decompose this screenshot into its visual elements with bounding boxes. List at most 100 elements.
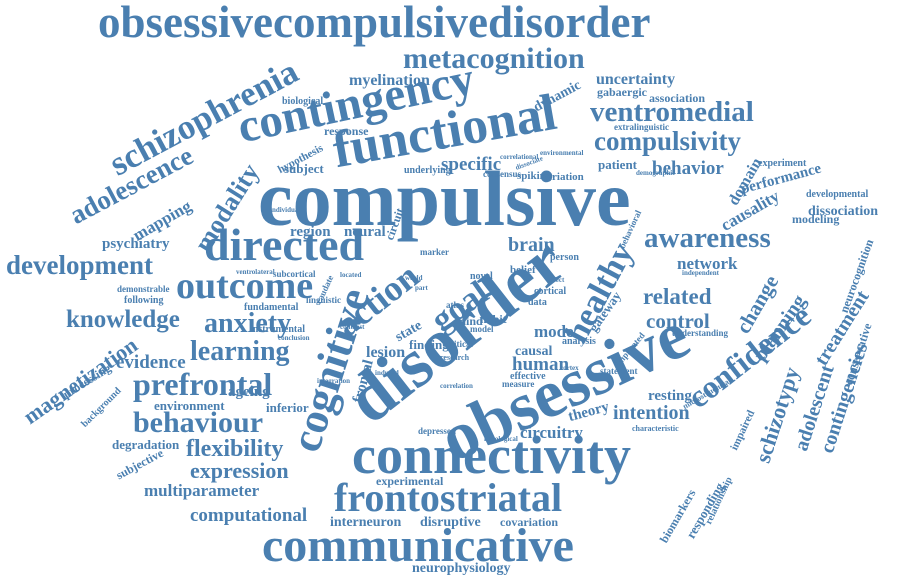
- word-induced: induced: [375, 369, 399, 377]
- word-network: network: [677, 254, 738, 273]
- word-histological: histological: [484, 435, 518, 443]
- word-marker: marker: [420, 247, 449, 257]
- word-linguistic: linguistic: [306, 295, 342, 305]
- word-disruptive: disruptive: [420, 515, 481, 530]
- word-awareness: awareness: [644, 222, 771, 254]
- word-subcortical: subcortical: [273, 269, 316, 279]
- word-ventromedial: ventromedial: [590, 96, 754, 128]
- word-human: human: [512, 354, 570, 375]
- word-lesion: lesion: [366, 344, 406, 361]
- word-part: part: [415, 284, 428, 292]
- word-belief: belief: [510, 264, 536, 276]
- word-prefrontal: prefrontal: [133, 366, 273, 402]
- word-measure: measure: [502, 379, 535, 389]
- word-experiment: experiment: [758, 158, 807, 169]
- word-demographic: demographic: [636, 169, 676, 177]
- word-directed: directed: [204, 219, 365, 270]
- word-myelination: myelination: [349, 72, 430, 89]
- word-outcome: outcome: [176, 265, 314, 307]
- word-obsessivecompulsivedisorder: obsessivecompulsivedisorder: [98, 0, 651, 47]
- word-effect: effect: [548, 276, 565, 284]
- word-inferior: inferior: [266, 400, 309, 415]
- word-novel: novel: [470, 271, 493, 282]
- word-statement: statement: [600, 366, 638, 376]
- word-effective: effective: [510, 371, 546, 382]
- word-person: person: [550, 252, 579, 263]
- word-model: model: [470, 324, 494, 334]
- word-analysis: analysis: [562, 336, 596, 347]
- word-extralinguistic: extralinguistic: [614, 122, 669, 132]
- word-metacognition: metacognition: [403, 42, 585, 75]
- word-subject: subject: [284, 161, 324, 176]
- word-critical: critical: [446, 339, 473, 349]
- word-connectivity: connectivity: [352, 425, 631, 485]
- word-ageing: ageing: [228, 384, 270, 400]
- word-flexibility: flexibility: [186, 436, 284, 462]
- word-specific: specific: [441, 154, 502, 175]
- word-depressed: depressed: [418, 426, 456, 436]
- word-background: background: [79, 385, 124, 430]
- word-biological: biological: [282, 96, 324, 107]
- word-anxiety: anxiety: [204, 308, 292, 339]
- word-located: located: [340, 271, 362, 279]
- word-compulsivity: compulsivity: [594, 126, 742, 156]
- word-atlas: atlas: [446, 300, 464, 310]
- word-following: following: [124, 295, 164, 306]
- word-brain: brain: [508, 234, 555, 256]
- word-habit: habit: [480, 312, 507, 326]
- word-fundamental: fundamental: [244, 302, 299, 313]
- word-control: control: [646, 309, 710, 333]
- word-environmental: environmental: [540, 149, 584, 157]
- word-instrumental: instrumental: [250, 324, 305, 335]
- word-underlying: underlying: [404, 165, 451, 176]
- word-neurophysiology: neurophysiology: [412, 561, 511, 576]
- word-experimental: experimental: [376, 474, 444, 488]
- word-region: region: [290, 224, 331, 240]
- word-consensus: consensus: [483, 169, 522, 179]
- word-development: development: [6, 250, 153, 280]
- word-variation: variation: [541, 171, 584, 183]
- word-dissociation: dissociation: [808, 204, 879, 219]
- word-evidence: evidence: [116, 352, 186, 373]
- word-psychiatry: psychiatry: [102, 236, 170, 252]
- word-environment: environment: [154, 398, 225, 413]
- word-schizotypy: schizotypy: [749, 363, 805, 466]
- word-spiking: spiking: [517, 170, 552, 182]
- word-understanding: understanding: [672, 328, 729, 338]
- word-patient: patient: [598, 157, 637, 172]
- word-ventrolateral: ventrolateral: [236, 268, 275, 276]
- word-data: data: [528, 297, 547, 308]
- word-behaviour: behaviour: [133, 406, 264, 439]
- word-computational: computational: [190, 505, 308, 526]
- word-mind: mind: [456, 314, 483, 328]
- word-dynamic: dynamic: [531, 77, 584, 116]
- word-expression: expression: [190, 458, 289, 483]
- word-interneuron: interneuron: [330, 515, 402, 530]
- word-communicative: communicative: [262, 519, 574, 572]
- word-demonstrable: demonstrable: [117, 284, 170, 294]
- word-causal: causal: [515, 344, 553, 359]
- word-cortex: cortex: [560, 364, 579, 372]
- word-developmental: developmental: [806, 189, 869, 200]
- word-neural: neural: [344, 224, 386, 240]
- word-world: world: [405, 274, 423, 282]
- word-mode: mode: [534, 322, 574, 341]
- word-response: response: [324, 124, 369, 138]
- word-related: related: [643, 284, 712, 309]
- word-integration: integration: [317, 377, 351, 385]
- word-knowledge: knowledge: [66, 306, 180, 333]
- word-learning: learning: [190, 336, 290, 367]
- word-characteristic: characteristic: [632, 424, 679, 433]
- word-multiparameter: multiparameter: [144, 481, 260, 500]
- word-resting: resting: [648, 388, 692, 404]
- word-cortical: cortical: [534, 286, 567, 297]
- word-finding: finding: [409, 337, 449, 352]
- word-uncertainty: uncertainty: [596, 71, 676, 88]
- word-association: association: [649, 91, 706, 105]
- word-intention: intention: [613, 402, 690, 424]
- word-research: research: [440, 353, 470, 362]
- word-circuitry: circuitry: [520, 423, 583, 442]
- word-frontostriatal: frontostriatal: [334, 475, 563, 520]
- word-contrast: contrast: [340, 323, 365, 331]
